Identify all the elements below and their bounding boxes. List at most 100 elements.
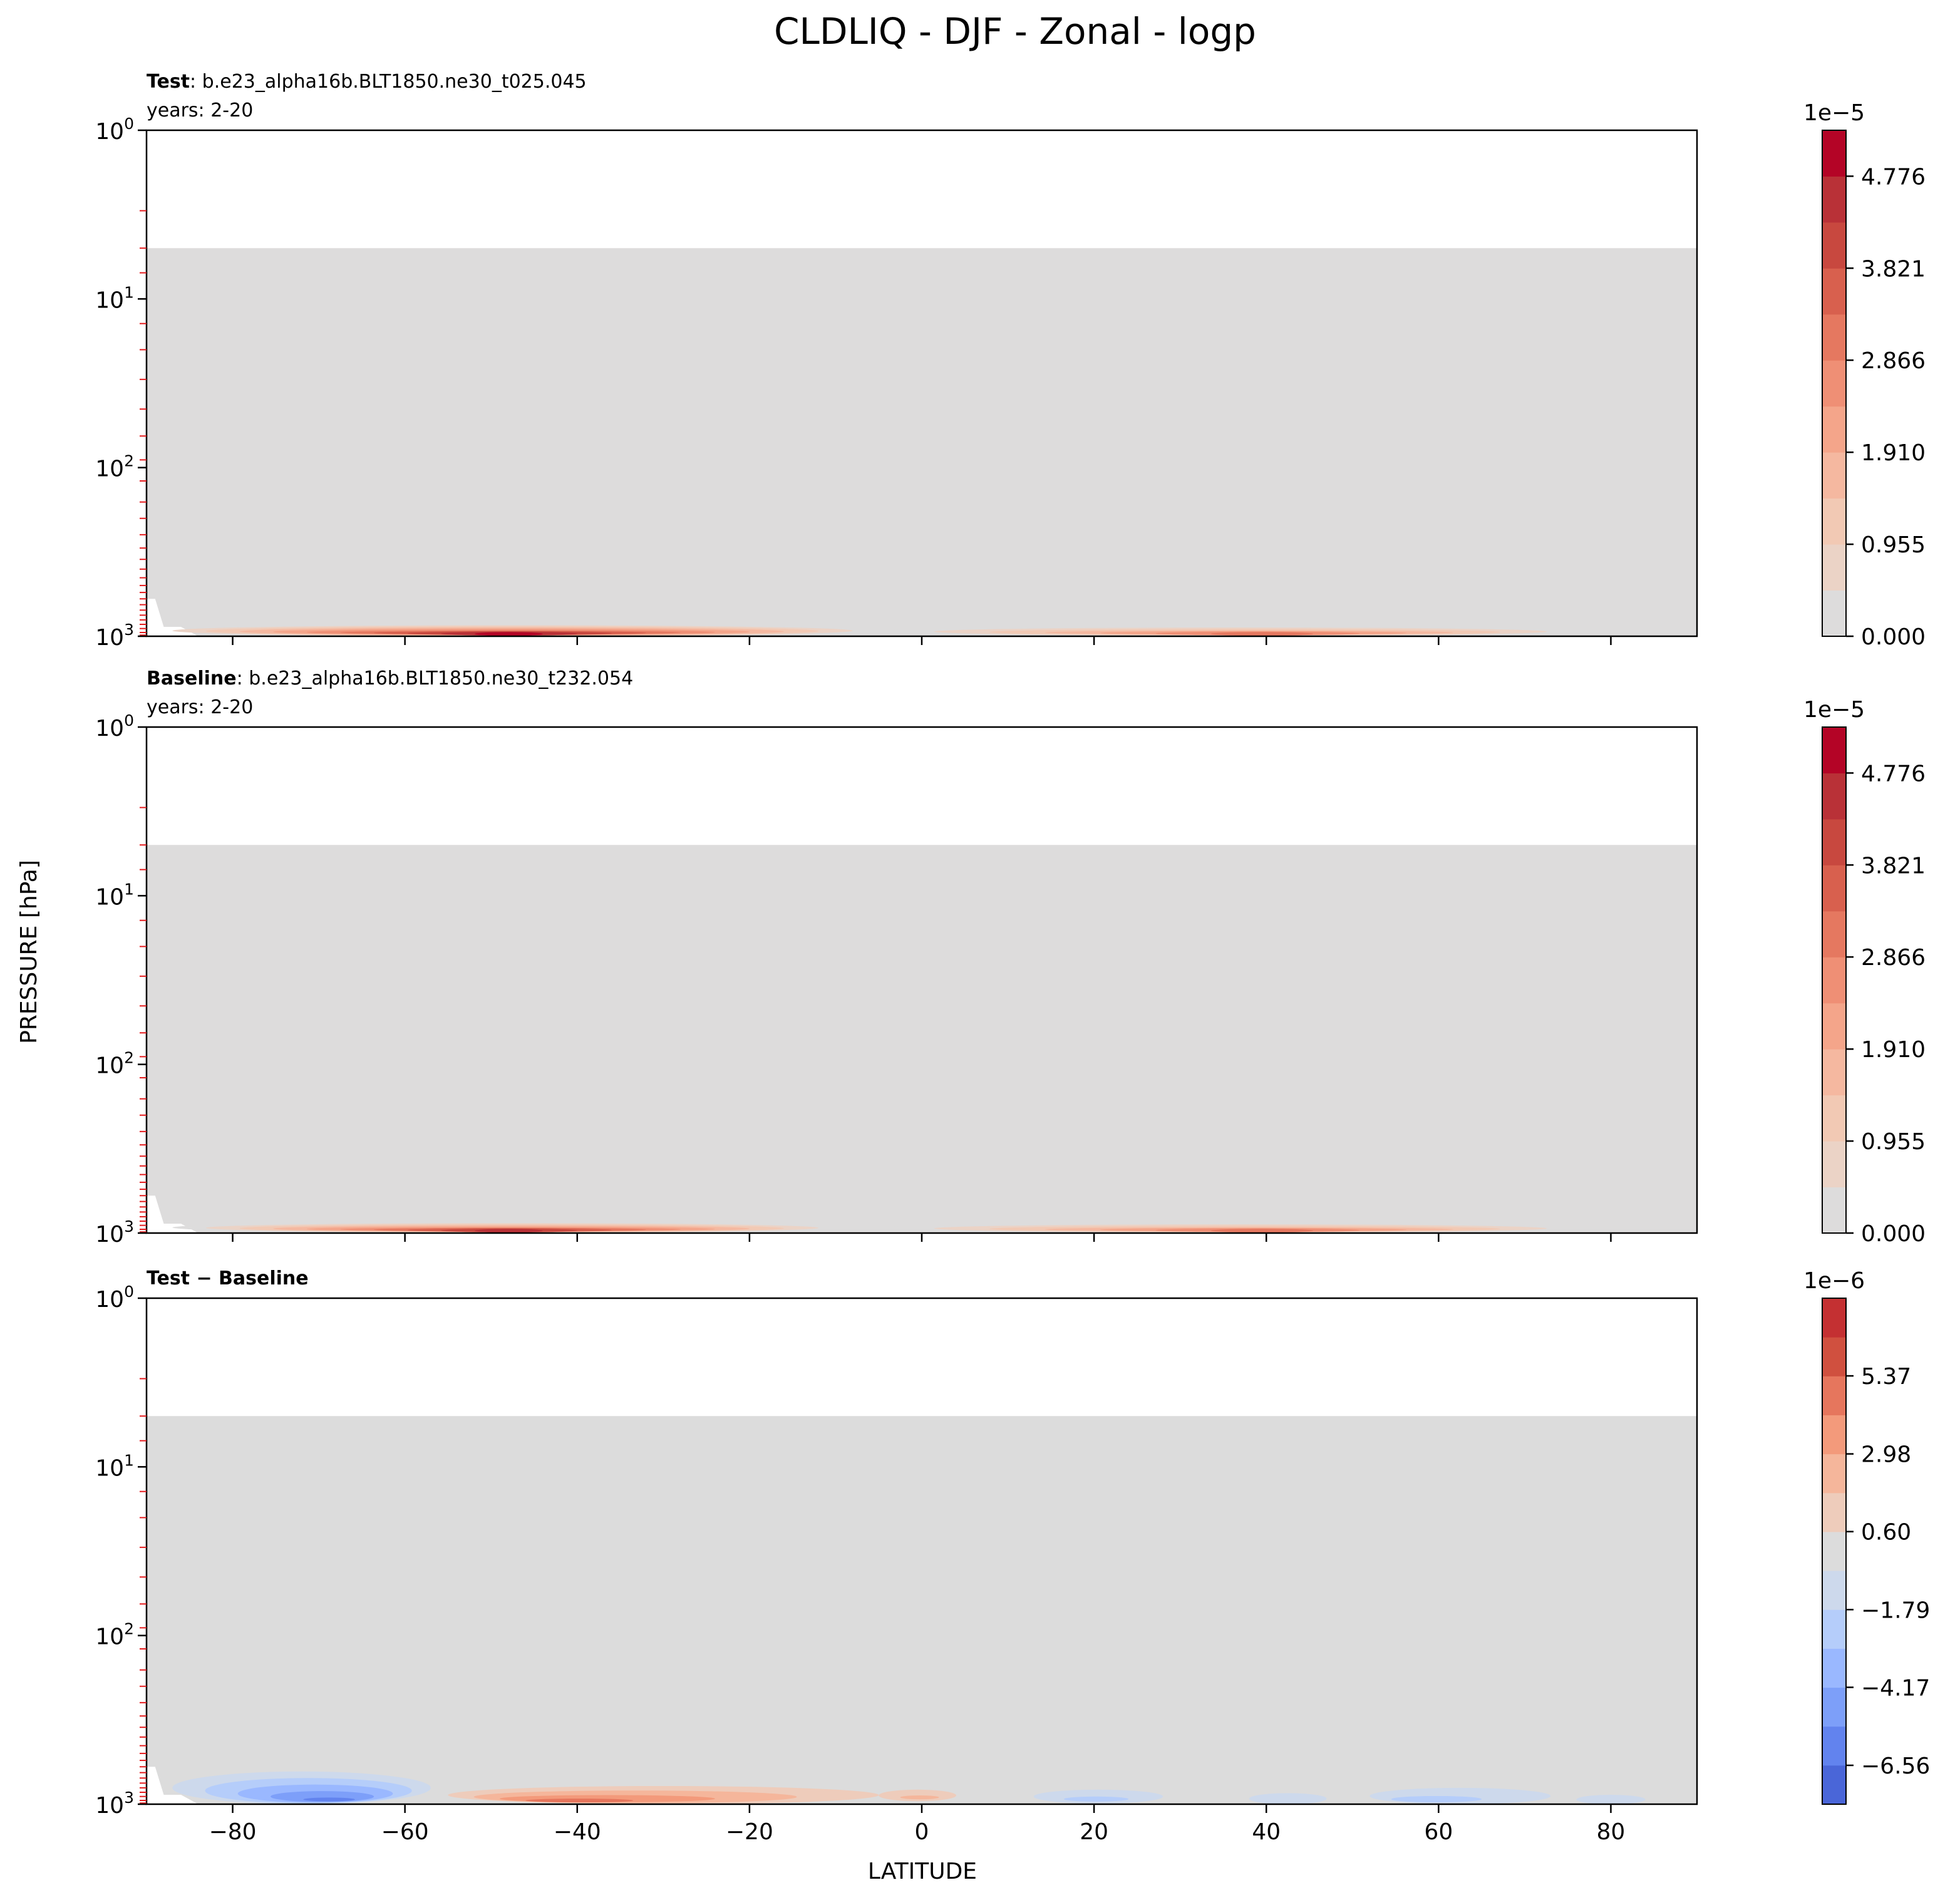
panel-header-bold: Test − Baseline [147, 1268, 309, 1289]
colorbar-tick-label: −1.79 [1861, 1598, 1930, 1623]
y-tick-label: 102 [95, 1620, 134, 1650]
contour-band [475, 1229, 543, 1233]
colorbar-frame [1822, 726, 1847, 1234]
panel-header: Test: b.e23_alpha16b.BLT1850.ne30_t025.0… [147, 71, 587, 93]
colorbar-tick-label: 1.910 [1861, 440, 1926, 466]
colorbar-tick-label: 2.866 [1861, 348, 1926, 374]
x-tick-label: −80 [209, 1819, 257, 1845]
colorbar-segment [1822, 1726, 1846, 1766]
y-tick-label: 101 [95, 1451, 134, 1481]
colorbar-segment [1822, 773, 1846, 820]
colorbar-segment [1822, 406, 1846, 453]
colorbar-tick-label: 2.866 [1861, 945, 1926, 971]
colorbar-multiplier: 1e−5 [1803, 100, 1865, 126]
colorbar-segment [1822, 1049, 1846, 1096]
panel-header-text: : b.e23_alpha16b.BLT1850.ne30_t232.054 [237, 668, 634, 689]
y-tick-exp: 2 [124, 1049, 134, 1067]
y-tick-exp: 1 [124, 880, 134, 898]
colorbar-tick-label: 0.955 [1861, 1129, 1926, 1155]
colorbar-tick-label: 0.000 [1861, 1221, 1926, 1247]
colorbar: 0.000 0.955 1.910 2.866 3.821 4.776 1e−5 [1803, 697, 1926, 1247]
y-tick-exp: 0 [124, 115, 134, 133]
y-tick-label: 102 [95, 1049, 134, 1079]
contour-band [1210, 632, 1313, 636]
colorbar: 0.000 0.955 1.910 2.866 3.821 4.776 1e−5 [1803, 100, 1926, 650]
y-tick-base: 10 [95, 457, 124, 482]
colorbar-segment [1822, 544, 1846, 591]
panel-header: Baseline: b.e23_alpha16b.BLT1850.ne30_t2… [147, 668, 633, 689]
data-region [147, 1416, 1697, 1804]
contour-band [1249, 1793, 1327, 1805]
y-tick-label: 103 [95, 621, 134, 651]
colorbar-multiplier: 1e−6 [1803, 1268, 1865, 1294]
colorbar-tick-label: 0.955 [1861, 532, 1926, 558]
y-tick-base: 10 [95, 287, 124, 313]
colorbar-tick-label: 2.98 [1861, 1442, 1911, 1468]
contour-band [525, 1799, 634, 1803]
y-tick-base: 10 [95, 884, 124, 910]
colorbar-segment [1822, 865, 1846, 912]
y-tick-exp: 2 [124, 452, 134, 470]
colorbar: −6.56 −4.17 −1.79 0.60 2.98 5.37 1e−6 [1803, 1268, 1930, 1805]
x-tick-label: 80 [1597, 1819, 1626, 1845]
panel-header-bold: Baseline [147, 668, 237, 689]
y-tick-base: 10 [95, 119, 124, 145]
y-tick-base: 10 [95, 1222, 124, 1247]
y-tick-label: 103 [95, 1789, 134, 1819]
x-tick-label: 0 [915, 1819, 929, 1845]
y-tick-base: 10 [95, 1053, 124, 1079]
contour-band [879, 1789, 957, 1802]
colorbar-segment [1822, 818, 1846, 865]
contour-band [900, 1795, 939, 1800]
colorbar-segment [1822, 176, 1846, 223]
colorbar-segment [1822, 1376, 1846, 1415]
colorbar-segment [1822, 590, 1846, 637]
colorbar-frame [1822, 130, 1847, 637]
panel-header: Test − Baseline [147, 1268, 309, 1289]
colorbar-segment [1822, 268, 1846, 315]
colorbar-segment [1822, 1187, 1846, 1234]
colorbar-segment [1822, 1415, 1846, 1455]
colorbar-segment [1822, 1298, 1846, 1338]
colorbar-segment [1822, 1687, 1846, 1727]
x-tick-label: −20 [726, 1819, 773, 1845]
y-tick-exp: 0 [124, 1283, 134, 1301]
panel-baseline: Baseline: b.e23_alpha16b.BLT1850.ne30_t2… [95, 668, 1926, 1247]
colorbar-segment [1822, 1095, 1846, 1142]
colorbar-segment [1822, 1609, 1846, 1649]
y-tick-base: 10 [95, 1793, 124, 1819]
data-region [147, 248, 1697, 636]
y-tick-exp: 1 [124, 283, 134, 301]
colorbar-segment [1822, 1492, 1846, 1532]
colorbar-tick-label: 1.910 [1861, 1037, 1926, 1063]
colorbar-segment [1822, 222, 1846, 269]
y-tick-base: 10 [95, 625, 124, 651]
colorbar-segment [1822, 1571, 1846, 1610]
x-tick-label: 40 [1252, 1819, 1281, 1845]
colorbar-tick-label: −6.56 [1861, 1753, 1930, 1779]
contour-band [475, 632, 543, 636]
contour-band [1576, 1795, 1646, 1804]
colorbar-multiplier: 1e−5 [1803, 697, 1865, 723]
y-tick-exp: 3 [124, 621, 134, 639]
y-tick-label: 100 [95, 115, 134, 145]
x-tick-label: −40 [554, 1819, 601, 1845]
figure-title: CLDLIQ - DJF - Zonal - logp [774, 10, 1256, 53]
panel-years: years: 2-20 [147, 100, 253, 121]
panel-test: Test: b.e23_alpha16b.BLT1850.ne30_t025.0… [95, 71, 1926, 651]
colorbar-segment [1822, 360, 1846, 407]
panel-header-bold: Test [147, 71, 190, 93]
y-tick-base: 10 [95, 1287, 124, 1313]
y-axis-label: PRESSURE [hPa] [16, 860, 42, 1044]
y-tick-label: 100 [95, 1283, 134, 1313]
colorbar-segment [1822, 1337, 1846, 1376]
colorbar-segment [1822, 957, 1846, 1004]
data-region [147, 845, 1697, 1233]
colorbar-segment [1822, 727, 1846, 773]
contour-band [1210, 1229, 1313, 1233]
y-tick-label: 102 [95, 452, 134, 482]
y-tick-exp: 0 [124, 711, 134, 730]
colorbar-tick-label: 3.821 [1861, 256, 1926, 282]
colorbar-segment [1822, 452, 1846, 499]
contour-band [303, 1797, 355, 1802]
